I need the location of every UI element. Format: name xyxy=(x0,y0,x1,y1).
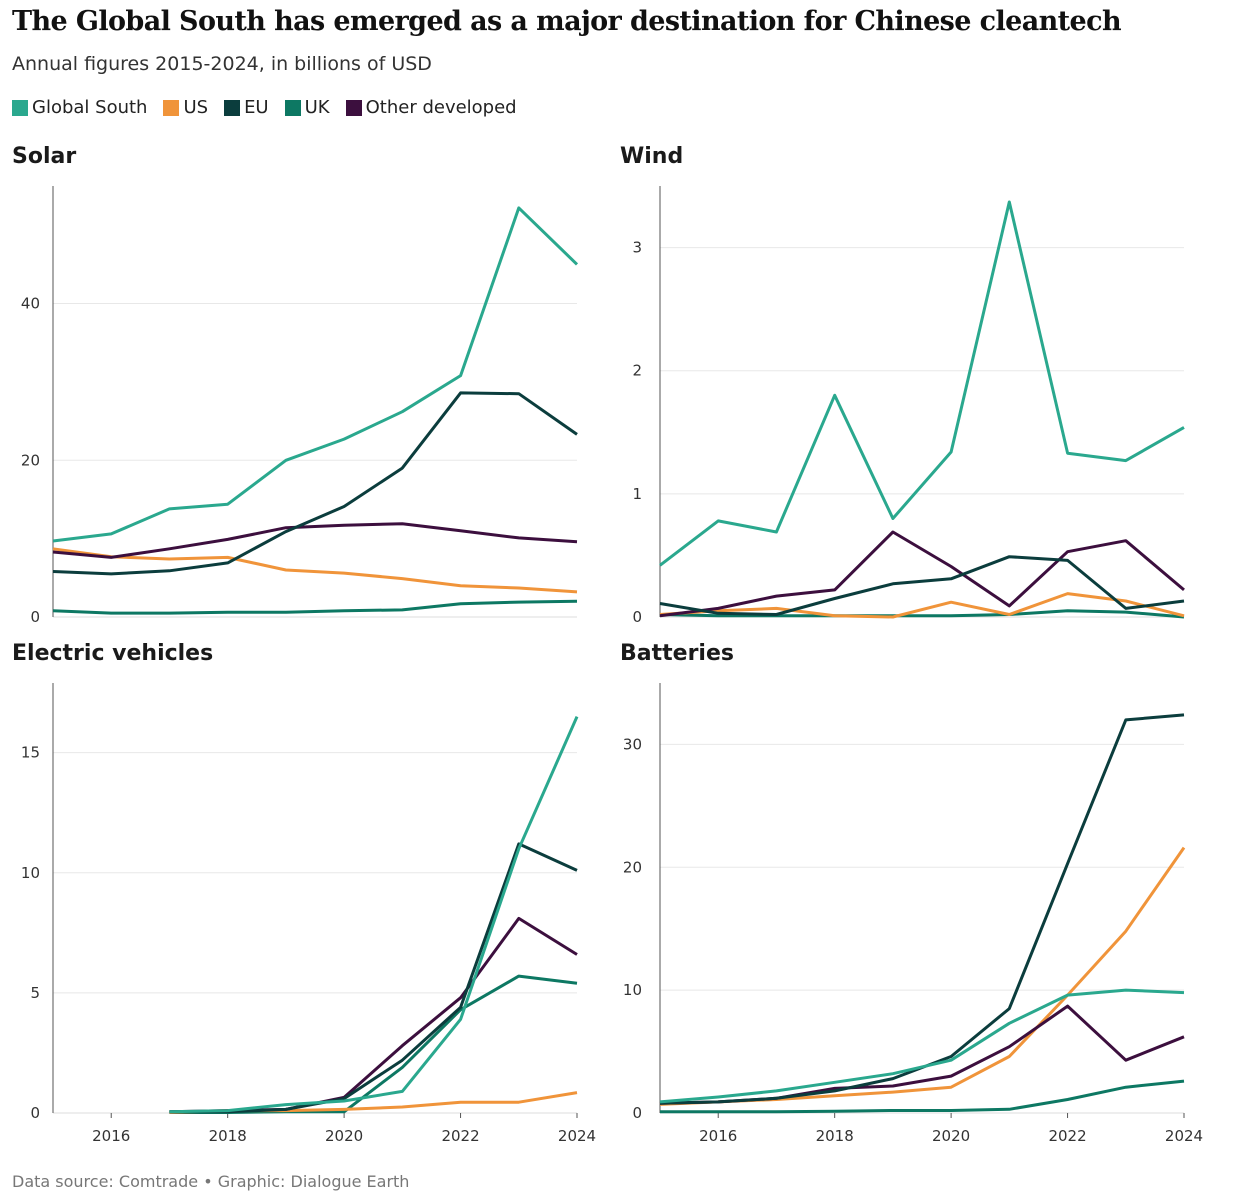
y-tick-label: 1 xyxy=(632,485,642,503)
y-tick-label: 0 xyxy=(30,608,40,626)
series-line-eu xyxy=(169,842,578,1114)
panel-title: Solar xyxy=(12,144,76,169)
x-tick-label: 2020 xyxy=(325,1127,363,1145)
legend-label: Global South xyxy=(32,97,148,118)
y-tick-label: 5 xyxy=(30,984,40,1002)
y-tick-label: 40 xyxy=(21,295,40,313)
legend-label: Other developed xyxy=(365,97,517,118)
legend-item: US xyxy=(163,97,208,118)
series-line-uk xyxy=(52,599,578,615)
legend-item: Other developed xyxy=(345,97,517,118)
series-line-us xyxy=(659,592,1185,619)
legend-label: UK xyxy=(304,97,330,118)
y-tick-label: 10 xyxy=(623,981,642,999)
x-tick-label: 2018 xyxy=(209,1127,247,1145)
legend-item: EU xyxy=(224,97,269,118)
panel-title: Batteries xyxy=(620,641,734,666)
series-line-other-developed xyxy=(659,530,1185,618)
legend-item: Global South xyxy=(12,97,147,118)
legend-swatch xyxy=(163,99,180,116)
series-line-eu xyxy=(659,713,1185,1105)
x-tick-label: 2020 xyxy=(932,1127,970,1145)
series-line-eu xyxy=(659,555,1185,616)
x-tick-label: 2018 xyxy=(816,1127,854,1145)
y-tick-label: 20 xyxy=(623,858,642,876)
y-tick-label: 30 xyxy=(623,735,642,753)
y-tick-label: 0 xyxy=(632,608,642,626)
series-line-other-developed xyxy=(52,522,578,559)
x-tick-label: 2024 xyxy=(1165,1127,1203,1145)
panel-title: Wind xyxy=(620,144,683,169)
y-tick-label: 0 xyxy=(632,1104,642,1122)
series-line-us xyxy=(52,547,578,594)
series-line-global-south xyxy=(659,988,1185,1104)
legend-item: UK xyxy=(284,97,330,118)
legend-label: EU xyxy=(244,97,269,118)
legend-swatch xyxy=(345,99,362,116)
legend-label: US xyxy=(183,97,209,118)
y-tick-label: 2 xyxy=(632,362,642,380)
x-tick-label: 2022 xyxy=(441,1127,479,1145)
series-line-global-south xyxy=(52,206,579,543)
series-line-uk xyxy=(660,1079,1185,1114)
series-line-uk xyxy=(169,974,578,1114)
series-line-other-developed xyxy=(169,916,578,1114)
y-tick-label: 20 xyxy=(21,451,40,469)
chart-subtitle: Annual figures 2015-2024, in billions of… xyxy=(12,53,432,75)
series-line-eu xyxy=(52,391,578,576)
series-line-uk xyxy=(659,609,1185,619)
y-tick-label: 10 xyxy=(21,864,40,882)
chart-title: The Global South has emerged as a major … xyxy=(12,6,1122,37)
legend-swatch xyxy=(12,99,28,116)
legend-swatch xyxy=(284,99,301,116)
legend-swatch xyxy=(224,99,241,116)
series-line-global-south xyxy=(659,200,1185,567)
x-tick-label: 2016 xyxy=(92,1127,130,1145)
legend: Global South US EU UK Other developed xyxy=(12,97,517,118)
y-tick-label: 15 xyxy=(21,744,40,762)
x-tick-label: 2022 xyxy=(1048,1127,1086,1145)
y-tick-label: 0 xyxy=(30,1104,40,1122)
x-tick-label: 2016 xyxy=(699,1127,737,1145)
x-tick-label: 2024 xyxy=(558,1127,596,1145)
series-line-global-south xyxy=(169,715,579,1114)
y-tick-label: 3 xyxy=(632,239,642,257)
panel-title: Electric vehicles xyxy=(12,641,213,666)
source-note: Data source: Comtrade • Graphic: Dialogu… xyxy=(12,1172,410,1191)
